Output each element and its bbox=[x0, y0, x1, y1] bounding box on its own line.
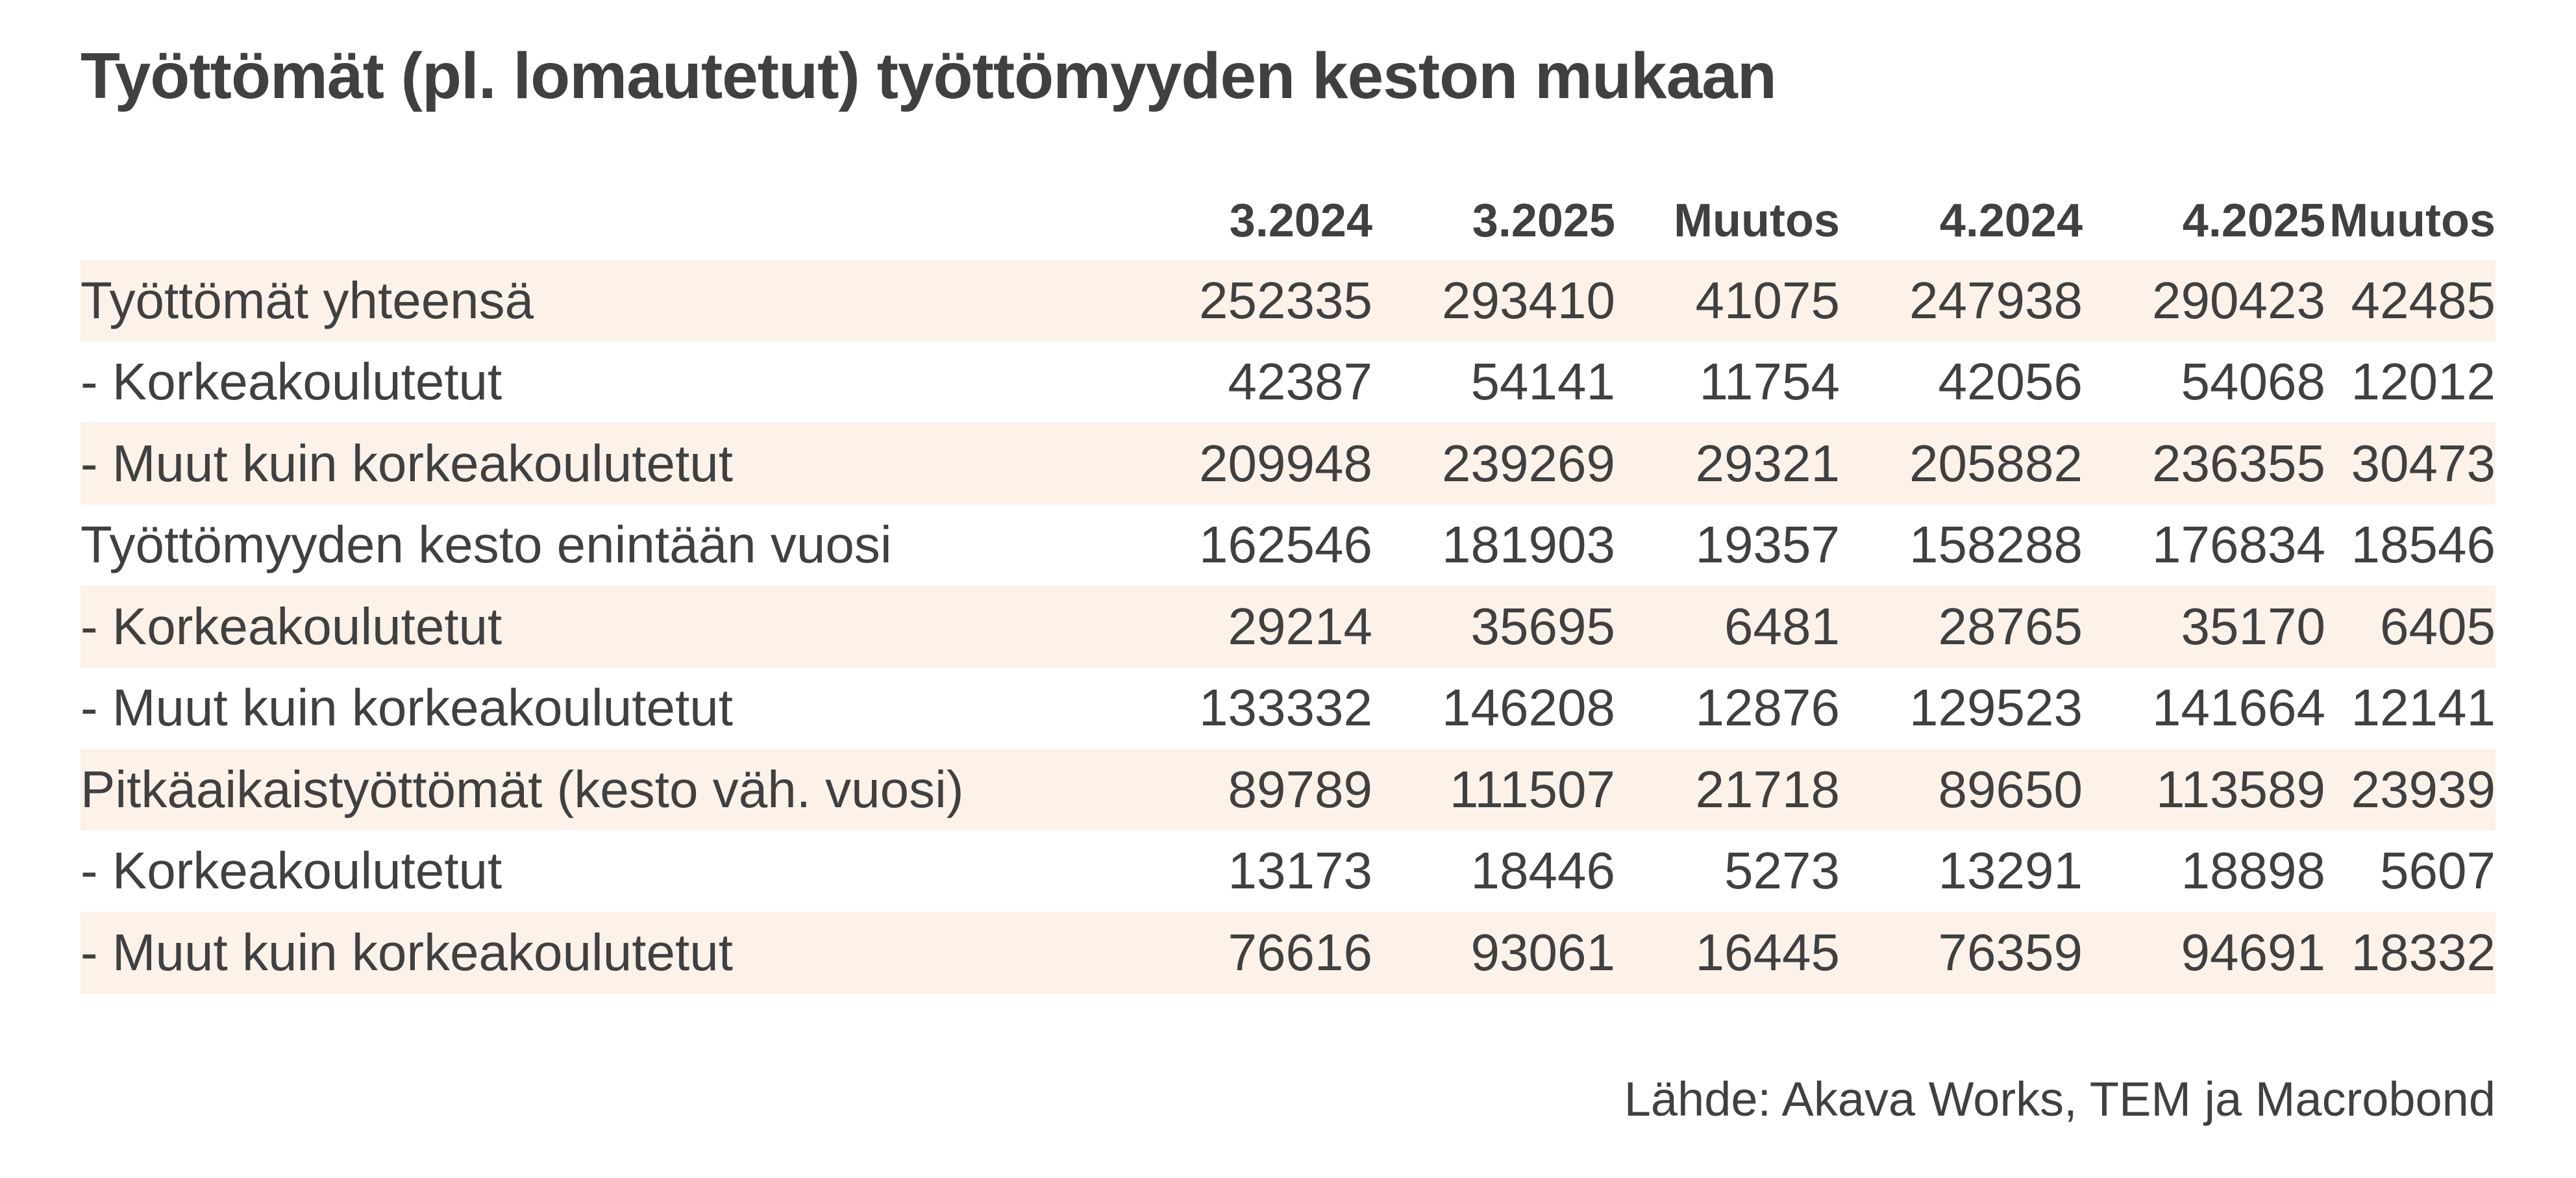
table-cell: 42387 bbox=[1228, 353, 1372, 411]
table-cell: 35170 bbox=[2083, 586, 2325, 668]
table-cell: 236355 bbox=[2083, 423, 2325, 505]
table-cell: 247938 bbox=[1840, 260, 2083, 342]
table-cell: 5273 bbox=[1724, 842, 1840, 900]
row-label: - Korkeakoulutetut bbox=[80, 586, 1093, 668]
table-cell: 89789 bbox=[1093, 749, 1372, 831]
column-header: Muutos bbox=[2329, 195, 2496, 247]
data-table: 3.2024 3.2025 Muutos 4.2024 4.2025 Muuto… bbox=[80, 182, 2496, 994]
table-cell: 239269 bbox=[1372, 423, 1615, 505]
table-body: Työttömät yhteensä 252335 293410 41075 24793… bbox=[80, 260, 2496, 994]
source-note: Lähde: Akava Works, TEM ja Macrobond bbox=[1624, 1072, 2496, 1126]
table-row: Työttömyyden kesto enintään vuosi 162546 1… bbox=[80, 505, 2496, 586]
table-cell: 13291 bbox=[1938, 842, 2083, 900]
table-cell: 30473 bbox=[2325, 423, 2496, 505]
table-cell: 162546 bbox=[1199, 516, 1372, 574]
table-cell: 29214 bbox=[1093, 586, 1372, 668]
table-cell: 252335 bbox=[1093, 260, 1372, 342]
table-cell: 28765 bbox=[1840, 586, 2083, 668]
table-cell: 76616 bbox=[1093, 912, 1372, 994]
table-cell: 141664 bbox=[2152, 679, 2325, 737]
table-cell: 19357 bbox=[1695, 516, 1840, 574]
table-row: - Korkeakoulutetut 42387 54141 11754 42056 54… bbox=[80, 342, 2496, 423]
column-header: 3.2024 bbox=[1229, 195, 1372, 247]
table-cell: 111507 bbox=[1372, 749, 1615, 831]
table-row: Työttömät yhteensä 252335 293410 41075 24793… bbox=[80, 260, 2496, 342]
table-cell: 5607 bbox=[2380, 842, 2496, 900]
column-header: 4.2025 bbox=[2182, 195, 2325, 247]
table-cell: 21718 bbox=[1615, 749, 1840, 831]
row-label: - Muut kuin korkeakoulutetut bbox=[80, 679, 733, 737]
table-cell: 129523 bbox=[1909, 679, 2083, 737]
table-cell: 12141 bbox=[2351, 679, 2496, 737]
row-label: - Korkeakoulutetut bbox=[80, 353, 502, 411]
table-row: - Korkeakoulutetut 29214 35695 6481 28765 351… bbox=[80, 586, 2496, 668]
table-cell: 18898 bbox=[2181, 842, 2325, 900]
row-label: - Muut kuin korkeakoulutetut bbox=[80, 912, 1093, 994]
table-cell: 146208 bbox=[1442, 679, 1615, 737]
table-cell: 18546 bbox=[2351, 516, 2496, 574]
table-cell: 76359 bbox=[1840, 912, 2083, 994]
table-cell: 42056 bbox=[1938, 353, 2083, 411]
table-cell: 13173 bbox=[1228, 842, 1372, 900]
table-row: - Muut kuin korkeakoulutetut 133332 146208… bbox=[80, 668, 2496, 749]
table-cell: 42485 bbox=[2325, 260, 2496, 342]
table-cell: 209948 bbox=[1093, 423, 1372, 505]
table-cell: 158288 bbox=[1909, 516, 2083, 574]
row-label: Työttömyyden kesto enintään vuosi bbox=[80, 516, 892, 574]
table-cell: 18446 bbox=[1470, 842, 1615, 900]
table-cell: 41075 bbox=[1615, 260, 1840, 342]
data-table-container: 3.2024 3.2025 Muutos 4.2024 4.2025 Muuto… bbox=[80, 182, 2496, 994]
table-cell: 29321 bbox=[1615, 423, 1840, 505]
column-header: 3.2025 bbox=[1472, 195, 1615, 247]
table-cell: 54141 bbox=[1470, 353, 1615, 411]
table-cell: 6405 bbox=[2325, 586, 2496, 668]
table-cell: 54068 bbox=[2181, 353, 2325, 411]
table-cell: 205882 bbox=[1840, 423, 2083, 505]
table-cell: 12012 bbox=[2351, 353, 2496, 411]
row-label: - Muut kuin korkeakoulutetut bbox=[80, 423, 1093, 505]
chart-title: Työttömät (pl. lomautetut) työttömyyden … bbox=[80, 40, 1777, 112]
table-cell: 89650 bbox=[1840, 749, 2083, 831]
table-row: - Muut kuin korkeakoulutetut 209948 239269… bbox=[80, 423, 2496, 505]
table-cell: 176834 bbox=[2152, 516, 2325, 574]
table-cell: 18332 bbox=[2325, 912, 2496, 994]
column-header: Muutos bbox=[1674, 195, 1840, 247]
table-row: - Muut kuin korkeakoulutetut 76616 93061 16… bbox=[80, 912, 2496, 994]
table-cell: 290423 bbox=[2083, 260, 2325, 342]
row-label: - Korkeakoulutetut bbox=[80, 842, 502, 900]
table-cell: 93061 bbox=[1372, 912, 1615, 994]
table-row: - Korkeakoulutetut 13173 18446 5273 13291 188… bbox=[80, 831, 2496, 912]
table-cell: 23939 bbox=[2325, 749, 2496, 831]
table-cell: 94691 bbox=[2083, 912, 2325, 994]
table-row: Pitkäaikaistyöttömät (kesto väh. vuosi) 8… bbox=[80, 749, 2496, 831]
table-cell: 181903 bbox=[1442, 516, 1615, 574]
table-cell: 113589 bbox=[2083, 749, 2325, 831]
table-cell: 6481 bbox=[1615, 586, 1840, 668]
table-cell: 35695 bbox=[1372, 586, 1615, 668]
table-cell: 133332 bbox=[1199, 679, 1372, 737]
row-label: Työttömät yhteensä bbox=[80, 260, 1093, 342]
table-cell: 293410 bbox=[1372, 260, 1615, 342]
row-label: Pitkäaikaistyöttömät (kesto väh. vuosi) bbox=[80, 749, 1093, 831]
column-header-label bbox=[80, 182, 1093, 260]
table-header-row: 3.2024 3.2025 Muutos 4.2024 4.2025 Muuto… bbox=[80, 182, 2496, 260]
table-cell: 11754 bbox=[1699, 353, 1840, 411]
table-cell: 16445 bbox=[1615, 912, 1840, 994]
table-cell: 12876 bbox=[1695, 679, 1840, 737]
column-header: 4.2024 bbox=[1939, 195, 2083, 247]
